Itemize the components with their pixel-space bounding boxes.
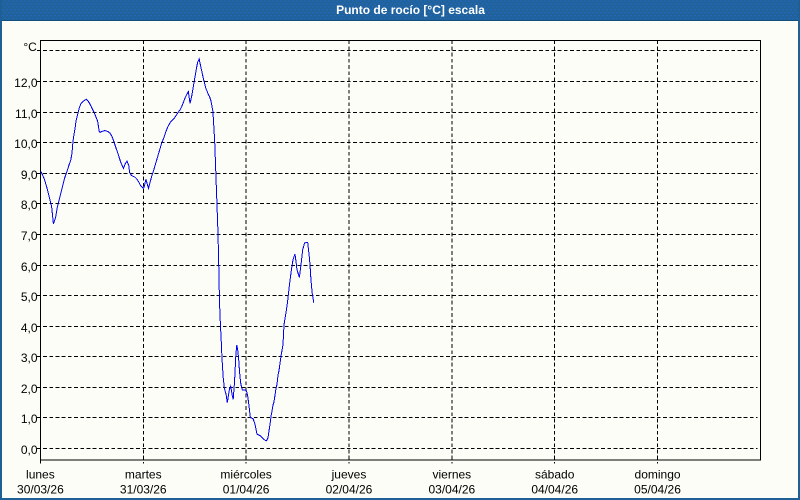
svg-text:05/04/26: 05/04/26 (634, 483, 681, 497)
svg-text:lunes: lunes (26, 468, 55, 482)
svg-text:30/03/26: 30/03/26 (17, 483, 64, 497)
svg-text:7,0: 7,0 (21, 229, 38, 243)
svg-text:0,0: 0,0 (21, 443, 38, 457)
svg-text:miércoles: miércoles (220, 468, 271, 482)
svg-text:5,0: 5,0 (21, 290, 38, 304)
svg-text:3,0: 3,0 (21, 351, 38, 365)
svg-text:12,0: 12,0 (14, 76, 38, 90)
svg-text:9,0: 9,0 (21, 168, 38, 182)
svg-text:10,0: 10,0 (14, 137, 38, 151)
svg-text:02/04/26: 02/04/26 (326, 483, 373, 497)
svg-text:01/04/26: 01/04/26 (223, 483, 270, 497)
svg-text:jueves: jueves (331, 468, 367, 482)
svg-text:domingo: domingo (635, 468, 681, 482)
svg-text:04/04/26: 04/04/26 (531, 483, 578, 497)
svg-text:4,0: 4,0 (21, 321, 38, 335)
svg-text:6,0: 6,0 (21, 260, 38, 274)
svg-text:sábado: sábado (535, 468, 575, 482)
svg-text:1,0: 1,0 (21, 412, 38, 426)
svg-text:viernes: viernes (432, 468, 471, 482)
svg-text:31/03/26: 31/03/26 (120, 483, 167, 497)
svg-text:03/04/26: 03/04/26 (428, 483, 475, 497)
svg-text:2,0: 2,0 (21, 382, 38, 396)
svg-text:8,0: 8,0 (21, 198, 38, 212)
svg-text:11,0: 11,0 (15, 107, 38, 121)
svg-text:°C: °C (23, 40, 37, 54)
svg-text:martes: martes (125, 468, 162, 482)
